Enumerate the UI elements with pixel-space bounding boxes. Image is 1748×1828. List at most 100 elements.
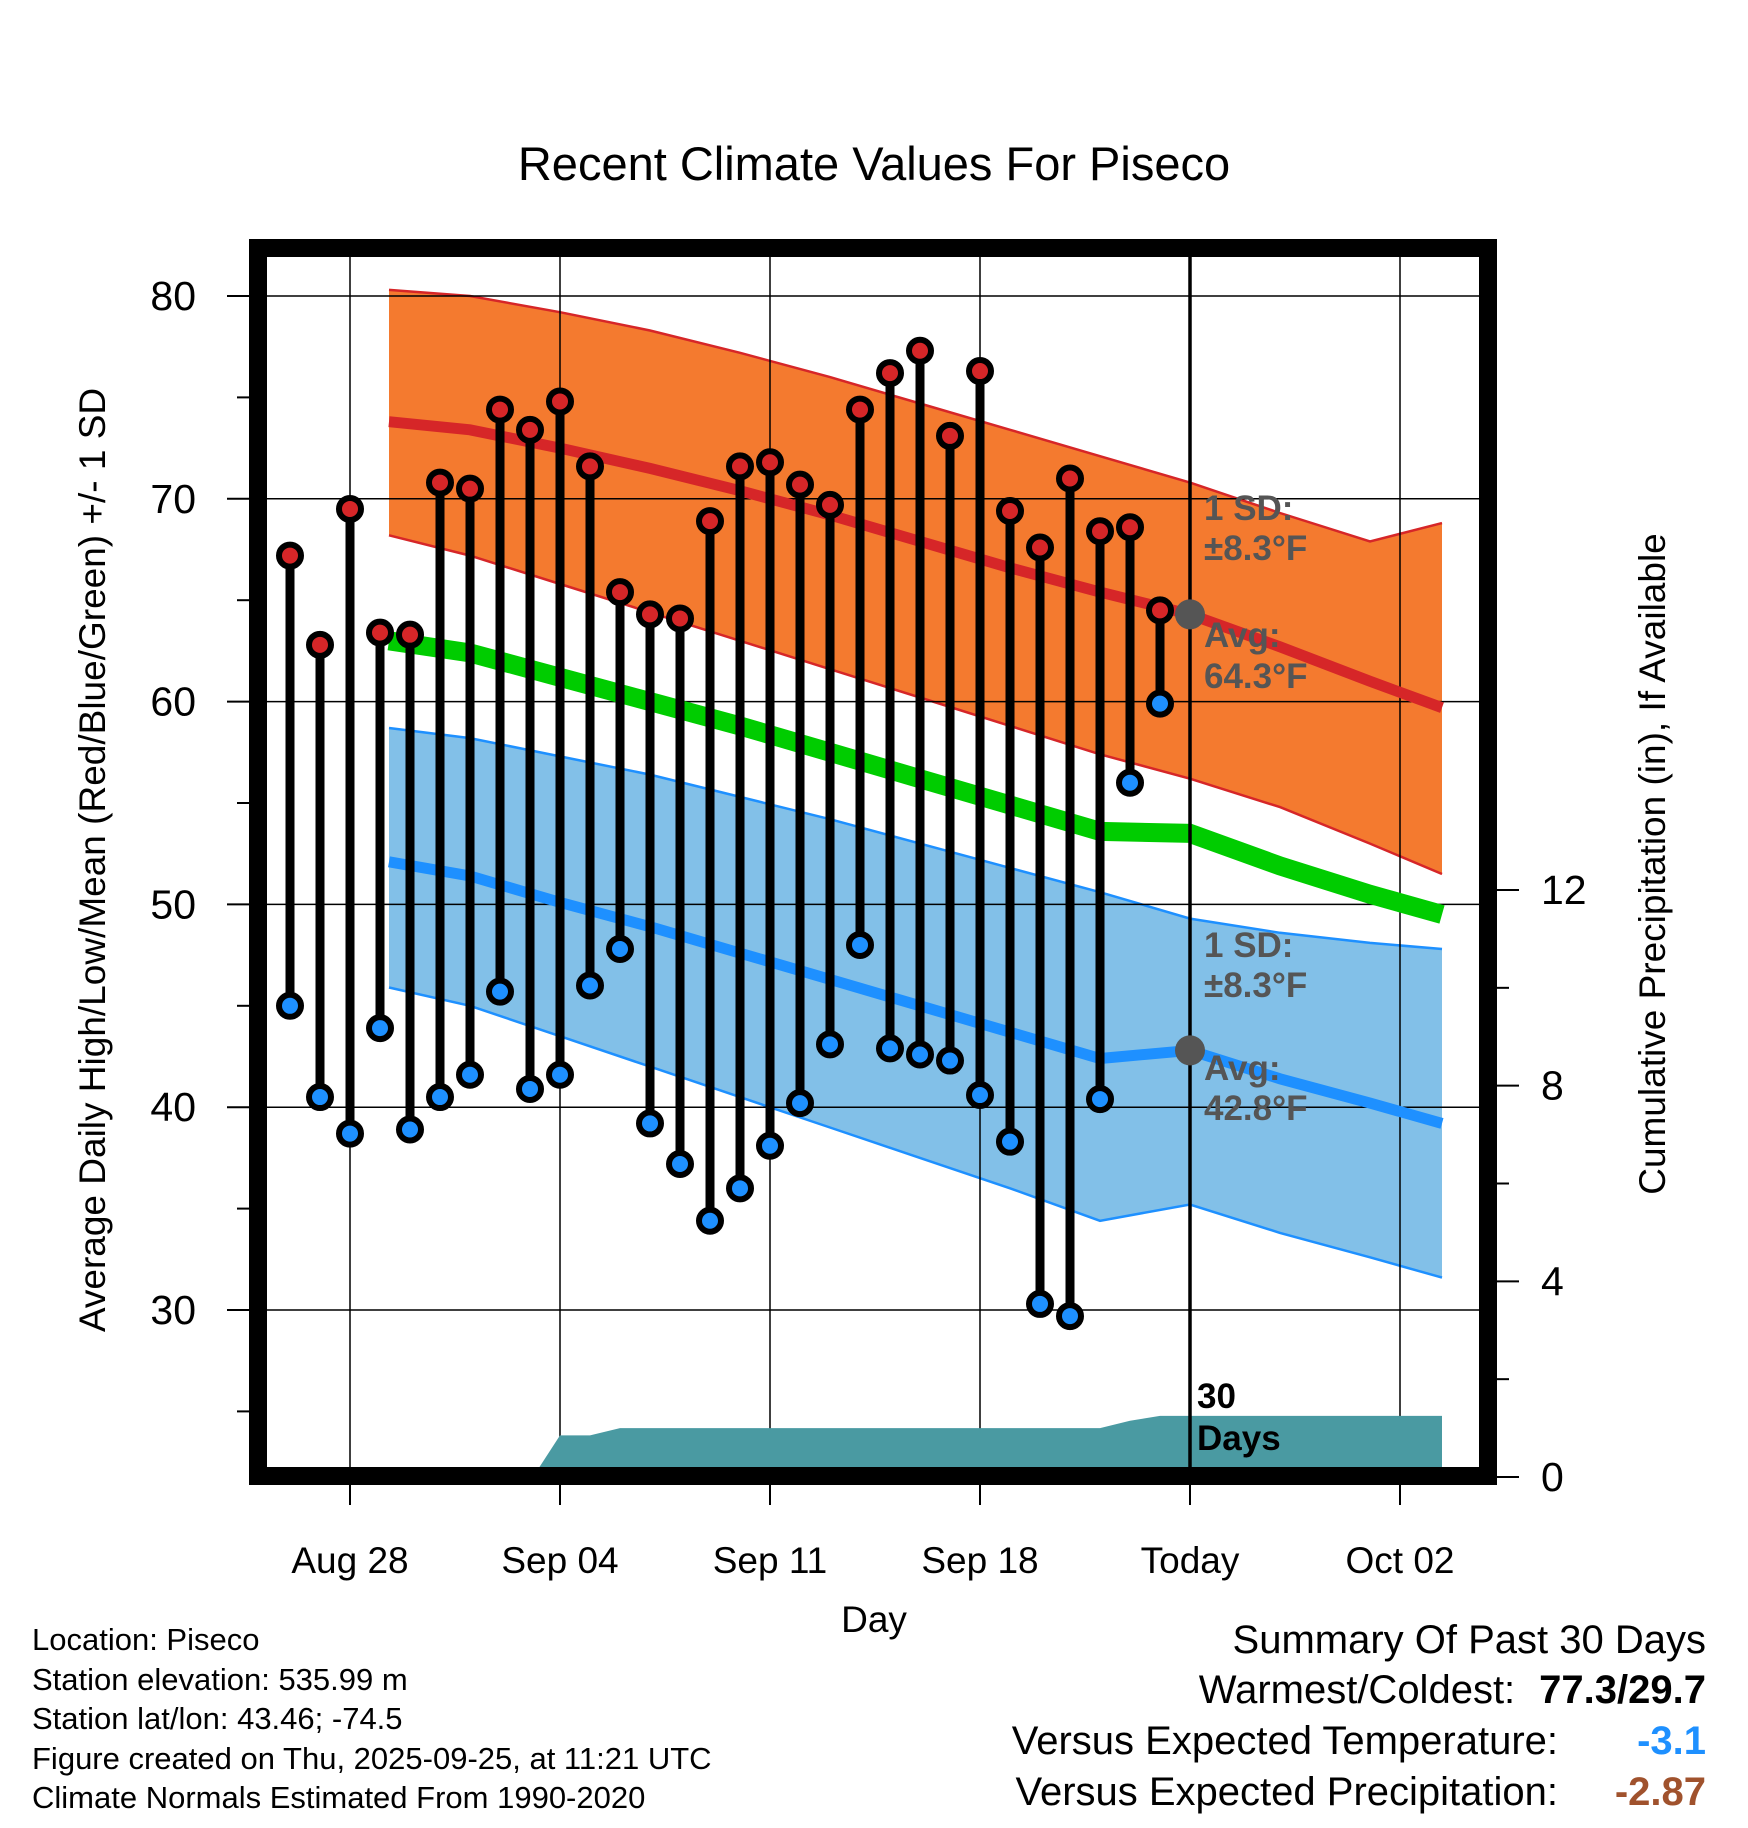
temp-diff-value: -3.1 [1637,1719,1706,1763]
chart-title: Recent Climate Values For Piseco [518,137,1230,190]
obs-low-point [906,1040,934,1069]
summary-panel: Summary Of Past 30 Days Warmest/Coldest:… [1012,1615,1706,1818]
obs-low-point [666,1149,694,1178]
obs-low-point [396,1115,424,1144]
obs-high-point [576,452,604,481]
latlon-text: Station lat/lon: 43.46; -74.5 [32,1701,403,1736]
obs-high-point [726,452,754,481]
obs-high-point [996,496,1024,525]
summary-precip-row: Versus Expected Precipitation: -2.87 [1012,1767,1706,1818]
obs-low-point [1116,768,1144,797]
low-avg-marker [1175,1035,1205,1066]
obs-low-point [816,1030,844,1059]
y-tick-label: 60 [150,679,196,725]
obs-low-point [306,1083,334,1112]
x-tick-label: Sep 11 [713,1540,828,1581]
obs-low-point [846,930,874,959]
obs-low-point [756,1131,784,1160]
temp-diff-label: Versus Expected Temperature: [1011,1719,1558,1763]
obs-high-point [906,336,934,365]
x-tick-label: Aug 28 [291,1540,408,1581]
obs-high-point [426,468,454,497]
obs-high-point [756,448,784,477]
low-avg-value: 42.8°F [1204,1089,1308,1128]
obs-high-point [696,507,724,536]
location-text: Location: Piseco [32,1622,260,1657]
y-tick-label: 30 [150,1287,196,1333]
obs-high-point [666,604,694,633]
y2-tick-label: 4 [1541,1258,1564,1304]
obs-high-point [396,620,424,649]
obs-low-point [576,971,604,1000]
y-tick-label: 70 [150,476,196,522]
y2-tick-label: 0 [1541,1454,1564,1500]
obs-high-point [936,421,964,450]
obs-high-point [1026,533,1054,562]
precip-area [538,1415,1442,1468]
plot-frame [249,239,1497,1485]
obs-high-point [1086,517,1114,546]
low-sd-value: ±8.3°F [1204,966,1307,1005]
warmest-label: Warmest/Coldest: [1198,1668,1516,1712]
obs-low-point [366,1014,394,1043]
obs-low-point [606,935,634,964]
period-label-word: 30 [1197,1377,1236,1416]
high-sd-value: ±8.3°F [1204,529,1307,568]
obs-high-point [1146,596,1174,625]
period-label-word: Days [1197,1419,1281,1458]
obs-low-point [516,1074,544,1103]
normals-text: Climate Normals Estimated From 1990-2020 [32,1780,646,1815]
obs-low-point [936,1046,964,1075]
precip-diff-label: Versus Expected Precipitation: [1015,1770,1558,1814]
obs-high-point [516,415,544,444]
obs-low-point [996,1127,1024,1156]
obs-low-point [426,1083,454,1112]
obs-high-point [606,578,634,607]
station-info: Location: Piseco Station elevation: 535.… [32,1620,712,1818]
obs-high-point [1056,464,1084,493]
x-tick-label: Sep 04 [501,1540,618,1581]
obs-low-point [636,1109,664,1138]
summary-heading: Summary Of Past 30 Days [1232,1618,1706,1662]
obs-low-point [1026,1289,1054,1318]
high-avg-marker [1175,599,1205,630]
obs-low-point [546,1060,574,1089]
created-text: Figure created on Thu, 2025-09-25, at 11… [32,1740,712,1776]
obs-high-point [636,600,664,629]
y2-axis-label: Cumulative Precipitation (in), If Availa… [1632,533,1673,1195]
y-tick-label: 50 [150,881,196,927]
x-tick-label: Oct 02 [1346,1540,1455,1581]
high-sd-label: 1 SD: [1204,489,1293,528]
y-axis-label: Average Daily High/Low/Mean (Red/Blue/Gr… [72,388,113,1332]
obs-low-point [696,1206,724,1235]
obs-high-point [456,474,484,503]
obs-high-point [336,494,364,523]
obs-high-point [486,395,514,424]
summary-warmest-row: Warmest/Coldest: 77.3/29.7 [1012,1665,1706,1716]
warmest-value: 77.3/29.7 [1539,1668,1706,1712]
high-avg-value: 64.3°F [1204,657,1308,696]
obs-low-point [1086,1085,1114,1114]
period-label: 30 Days [1197,1377,1281,1458]
obs-low-point [966,1081,994,1110]
low-sd-label: 1 SD: [1204,926,1293,965]
obs-low-point [1056,1302,1084,1331]
summary-temp-row: Versus Expected Temperature: -3.1 [1012,1716,1706,1767]
precip-diff-value: -2.87 [1614,1770,1706,1814]
x-tick-label: Today [1141,1540,1240,1581]
y2-tick-label: 12 [1541,867,1587,913]
x-tick-label: Sep 18 [921,1540,1038,1581]
y-tick-label: 40 [150,1084,196,1130]
obs-high-point [1116,513,1144,542]
obs-low-point [456,1060,484,1089]
obs-low-point [726,1174,754,1203]
obs-low-point [276,991,304,1020]
obs-low-point [1146,689,1174,718]
elevation-text: Station elevation: 535.99 m [32,1661,408,1697]
y2-tick-label: 8 [1541,1063,1564,1109]
obs-high-point [786,470,814,499]
obs-high-point [966,357,994,386]
obs-high-point [876,359,904,388]
obs-high-point [846,395,874,424]
